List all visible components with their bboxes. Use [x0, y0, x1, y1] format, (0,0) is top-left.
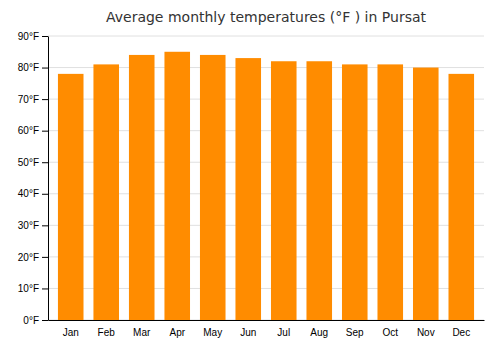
x-tick-label: Jun: [240, 327, 256, 338]
x-tick: Jun: [240, 327, 256, 338]
x-tick-label: Nov: [417, 327, 435, 338]
y-tick-mark: [42, 320, 48, 321]
y-axis: 0°F 10°F 20°F 30°F 40°F 50°F 60°F 70°F 80°F 90°F: [18, 31, 49, 326]
bar: [342, 64, 368, 320]
bar: [271, 61, 297, 320]
bar: [448, 74, 474, 320]
y-tick-label: 20°F: [18, 252, 39, 263]
x-tick-label: Jan: [63, 327, 79, 338]
x-tick: Aug: [310, 327, 328, 338]
x-tick-label: Aug: [310, 327, 328, 338]
y-tick-label: 90°F: [18, 31, 39, 42]
x-tick: Oct: [382, 327, 398, 338]
x-tick-label: Feb: [98, 327, 116, 338]
y-tick: 90°F: [18, 31, 48, 42]
y-tick-label: 60°F: [18, 125, 39, 136]
chart: 0°F 10°F 20°F 30°F 40°F 50°F 60°F 70°F 80°F 90°F J…: [0, 0, 500, 350]
y-axis-line: [48, 37, 49, 321]
bar: [58, 74, 84, 320]
y-tick: 10°F: [18, 283, 48, 294]
y-tick-label: 30°F: [18, 220, 39, 231]
x-tick-label: Jul: [277, 327, 290, 338]
bar: [235, 58, 261, 320]
y-tick-label: 0°F: [23, 315, 39, 326]
x-tick: Nov: [417, 327, 435, 338]
y-tick-mark: [42, 99, 48, 100]
x-tick: Mar: [133, 327, 151, 338]
y-tick: 40°F: [18, 188, 48, 199]
y-tick: 70°F: [18, 94, 48, 105]
bar: [200, 55, 226, 320]
bars: [58, 52, 474, 320]
y-tick-mark: [42, 257, 48, 258]
y-tick-label: 50°F: [18, 157, 39, 168]
y-tick: 20°F: [18, 252, 48, 263]
x-axis-line: [49, 320, 485, 321]
bar: [129, 55, 155, 320]
y-tick: 0°F: [23, 315, 48, 326]
x-tick: Dec: [452, 327, 470, 338]
y-tick-mark: [42, 68, 48, 69]
x-tick-label: Dec: [452, 327, 470, 338]
y-tick: 80°F: [18, 62, 48, 73]
grid-line: [48, 36, 484, 37]
x-tick: Sep: [346, 327, 364, 338]
title: Average monthly temperatures (°F ) in Pu…: [106, 9, 427, 25]
bar: [306, 61, 332, 320]
x-tick-label: Sep: [346, 327, 364, 338]
y-tick-mark: [42, 162, 48, 163]
x-tick-label: Apr: [169, 327, 185, 338]
y-tick-mark: [42, 131, 48, 132]
x-axis: Jan Feb Mar Apr May Jun Jul Aug Sep Oct Nov Dec: [49, 321, 485, 339]
bar: [93, 64, 119, 320]
x-tick: Apr: [169, 327, 185, 338]
y-tick-label: 80°F: [18, 62, 39, 73]
bar: [413, 68, 439, 320]
grid: [48, 36, 484, 320]
x-tick-label: May: [203, 327, 222, 338]
y-tick-mark: [42, 225, 48, 226]
y-tick-mark: [42, 194, 48, 195]
x-tick: Feb: [98, 327, 116, 338]
x-tick: May: [203, 327, 222, 338]
y-tick: 30°F: [18, 220, 48, 231]
x-tick-label: Mar: [133, 327, 151, 338]
plot: 0°F 10°F 20°F 30°F 40°F 50°F 60°F 70°F 80°F 90°F J…: [18, 31, 485, 338]
y-tick-mark: [42, 288, 48, 289]
bar: [377, 64, 403, 320]
y-tick-label: 10°F: [18, 283, 39, 294]
x-tick-label: Oct: [382, 327, 398, 338]
y-tick-label: 70°F: [18, 94, 39, 105]
x-tick: Jan: [63, 327, 79, 338]
y-tick-mark: [42, 36, 48, 37]
x-tick: Jul: [277, 327, 290, 338]
y-tick: 60°F: [18, 125, 48, 136]
y-tick: 50°F: [18, 157, 48, 168]
bar: [164, 52, 190, 320]
y-tick-label: 40°F: [18, 188, 39, 199]
